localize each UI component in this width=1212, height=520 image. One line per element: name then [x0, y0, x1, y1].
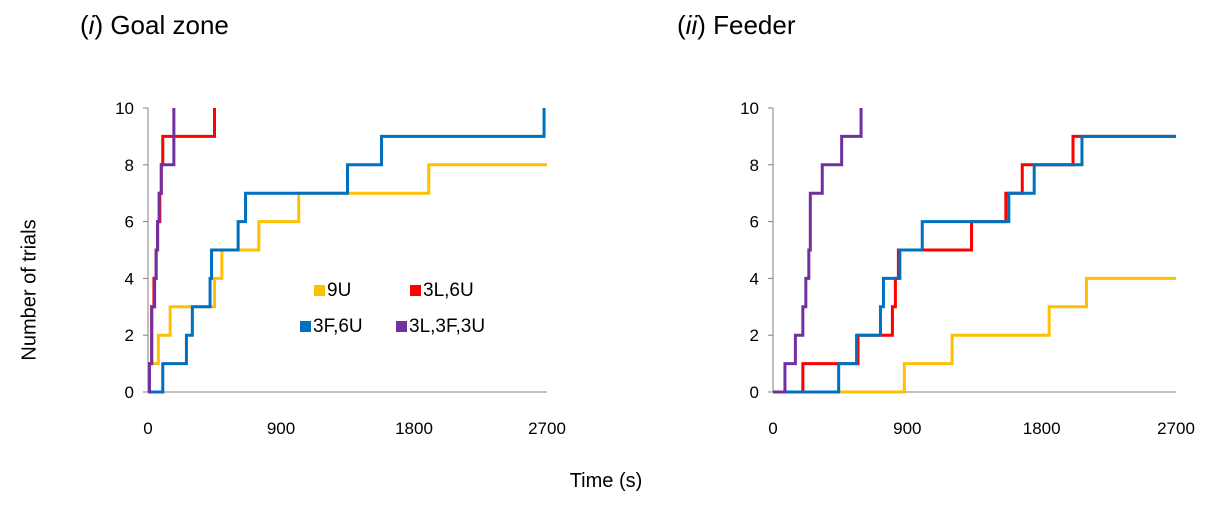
- y-tick-label: 2: [750, 326, 759, 345]
- y-tick-label: 4: [125, 269, 134, 288]
- series-line-3f-6u: [773, 134, 1176, 394]
- x-tick-label: 2700: [1157, 419, 1195, 438]
- x-tick-label: 0: [768, 419, 777, 438]
- series-line-3f-6u: [148, 108, 546, 394]
- x-tick-label: 2700: [528, 419, 566, 438]
- series-line-3l-3f-3u: [147, 108, 176, 394]
- x-tick-label: 1800: [1023, 419, 1061, 438]
- legend-label-3l-6u: 3L,6U: [423, 280, 474, 301]
- series-line-9u: [147, 163, 547, 394]
- x-tick-label: 1800: [395, 419, 433, 438]
- y-tick-label: 2: [125, 326, 134, 345]
- y-tick-label: 6: [125, 213, 134, 232]
- legend-label-3f-6u: 3F,6U: [313, 316, 363, 337]
- panel-title-feeder: (ii) Feeder: [677, 10, 796, 40]
- series-line-3l-6u: [773, 134, 1176, 394]
- x-tick-label: 900: [893, 419, 921, 438]
- series-line-3l-3f-3u: [773, 108, 863, 394]
- y-tick-label: 10: [740, 99, 759, 118]
- y-tick-label: 0: [125, 383, 134, 402]
- y-tick-label: 0: [750, 383, 759, 402]
- y-tick-label: 8: [125, 156, 134, 175]
- panel-title-goal-zone: (i) Goal zone: [80, 10, 229, 40]
- legend-swatch-3f-6u: [300, 321, 311, 332]
- series-line-9u: [773, 276, 1176, 394]
- legend-swatch-9u: [314, 285, 325, 296]
- x-axis-label: Time (s): [569, 470, 643, 492]
- x-tick-label: 900: [267, 419, 295, 438]
- legend-label-3l-3f-3u: 3L,3F,3U: [409, 316, 485, 337]
- legend-swatch-3l-3f-3u: [396, 321, 407, 332]
- y-tick-label: 6: [750, 213, 759, 232]
- y-tick-label: 10: [115, 99, 134, 118]
- legend-swatch-3l-6u: [410, 285, 421, 296]
- y-tick-label: 4: [750, 269, 759, 288]
- y-tick-label: 8: [750, 156, 759, 175]
- legend-label-9u: 9U: [327, 280, 351, 301]
- x-tick-label: 0: [143, 419, 152, 438]
